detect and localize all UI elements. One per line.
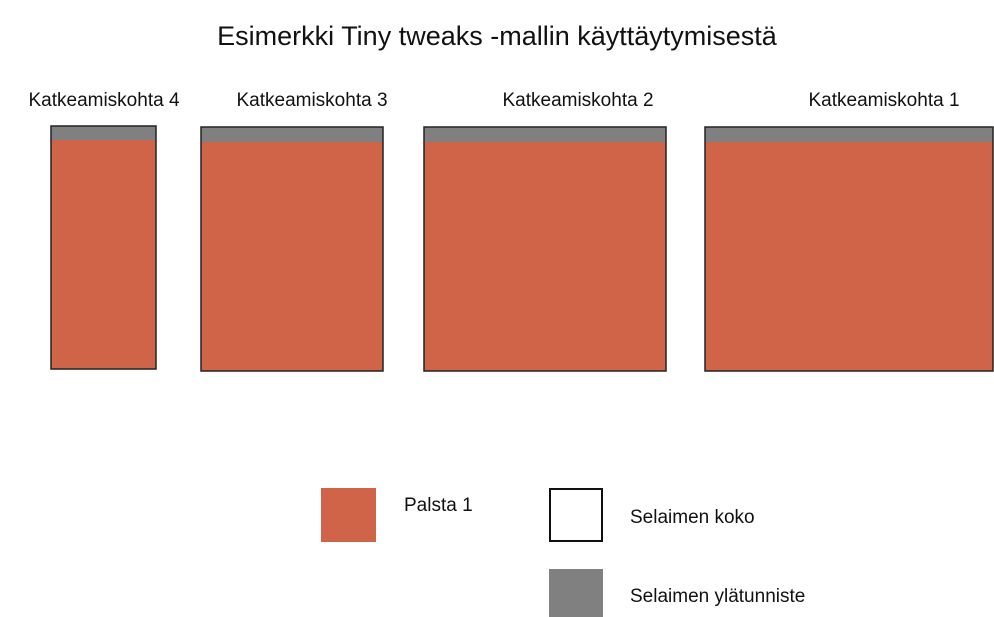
column (424, 142, 666, 371)
column (705, 142, 993, 371)
browser-outline (423, 126, 667, 372)
breakpoint-label: Katkeamiskohta 1 (808, 90, 959, 111)
browser-header (705, 127, 993, 142)
legend-swatch (549, 488, 603, 542)
browser-outline (50, 125, 157, 370)
browser-frame (423, 126, 667, 372)
browser-frame (50, 125, 157, 370)
legend-label: Selaimen ylätunniste (630, 586, 805, 607)
breakpoint-label: Katkeamiskohta 3 (236, 90, 387, 111)
browser-outline (200, 126, 384, 372)
legend-swatch (549, 569, 603, 617)
browser-frame (704, 126, 994, 372)
legend-swatch (321, 488, 376, 542)
browser-header (201, 127, 383, 142)
breakpoint-label: Katkeamiskohta 2 (502, 90, 653, 111)
browser-header (424, 127, 666, 142)
title: Esimerkki Tiny tweaks -mallin käyttäytym… (217, 21, 778, 51)
legend-label: Selaimen koko (630, 507, 755, 528)
legend-label: Palsta 1 (404, 495, 473, 516)
column (51, 140, 156, 369)
browser-header (51, 126, 156, 140)
column (201, 142, 383, 371)
browser-frame (200, 126, 384, 372)
browser-outline (704, 126, 994, 372)
breakpoint-label: Katkeamiskohta 4 (28, 90, 179, 111)
